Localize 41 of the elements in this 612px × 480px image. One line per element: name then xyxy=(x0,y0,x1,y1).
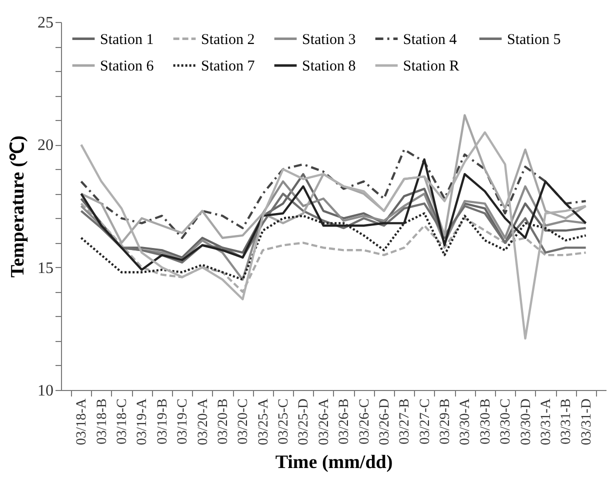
legend-label: Station 7 xyxy=(201,58,256,74)
legend-label: Station 1 xyxy=(100,32,154,48)
x-tick-label: 03/19-C xyxy=(176,398,191,444)
x-tick-label: 03/20-C xyxy=(236,398,252,444)
legend-label: Station 2 xyxy=(201,32,255,48)
x-tick-label: 03/25-C xyxy=(276,398,292,444)
x-tick-label: 03/19-B xyxy=(155,398,170,444)
x-tick-label: 03/27-C xyxy=(418,398,433,444)
x-tick-label: 03/29-B xyxy=(438,398,454,444)
x-tick-label: 03/20-A xyxy=(196,398,211,446)
x-tick-label: 03/30-D xyxy=(518,398,534,446)
x-tick-label: 03/31-B xyxy=(559,398,574,444)
x-tick-label: 03/26-B xyxy=(337,398,352,444)
x-tick-label: 03/20-B xyxy=(216,398,231,444)
x-tick-label: 03/26-C xyxy=(357,398,372,444)
x-tick-label: 03/25-A xyxy=(256,398,272,446)
y-tick-label: 15 xyxy=(38,260,54,277)
x-tick-label: 03/27-B xyxy=(398,398,413,444)
legend-label: Station 5 xyxy=(507,32,561,48)
y-axis-title: Temperature (℃) xyxy=(8,136,28,278)
y-tick-label: 10 xyxy=(38,382,54,400)
x-tick-label: 03/18-B xyxy=(94,398,110,444)
y-tick-label: 20 xyxy=(38,137,54,154)
legend-label: Station 8 xyxy=(302,58,356,74)
x-tick-label: 03/30-A xyxy=(458,398,474,446)
x-axis-title: Time (mm/dd) xyxy=(275,452,393,474)
x-tick-label: 03/31-A xyxy=(538,398,554,446)
legend-label: Station 3 xyxy=(302,32,356,48)
x-tick-label: 03/30-B xyxy=(478,398,494,444)
legend-label: Station R xyxy=(403,58,460,74)
x-tick-label: 03/26-A xyxy=(316,398,332,446)
x-tick-label: 03/18-A xyxy=(74,398,90,446)
x-tick-label: 03/25-D xyxy=(296,398,312,446)
x-tick-label: 03/31-D xyxy=(579,398,594,446)
legend-label: Station 6 xyxy=(100,58,154,74)
legend-label: Station 4 xyxy=(403,32,458,48)
x-tick-label: 03/26-D xyxy=(377,398,392,446)
x-tick-label: 03/18-C xyxy=(115,398,130,444)
x-tick-label: 03/30-C xyxy=(498,398,514,444)
x-tick-label: 03/19-A xyxy=(135,398,150,446)
y-tick-label: 25 xyxy=(38,14,54,32)
